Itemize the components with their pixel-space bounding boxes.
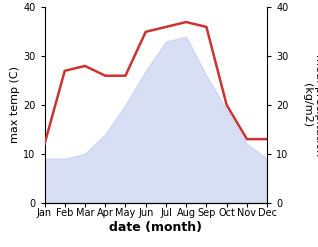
X-axis label: date (month): date (month) (109, 221, 202, 234)
Y-axis label: max temp (C): max temp (C) (10, 66, 20, 144)
Y-axis label: med. precipitation
(kg/m2): med. precipitation (kg/m2) (302, 54, 318, 156)
